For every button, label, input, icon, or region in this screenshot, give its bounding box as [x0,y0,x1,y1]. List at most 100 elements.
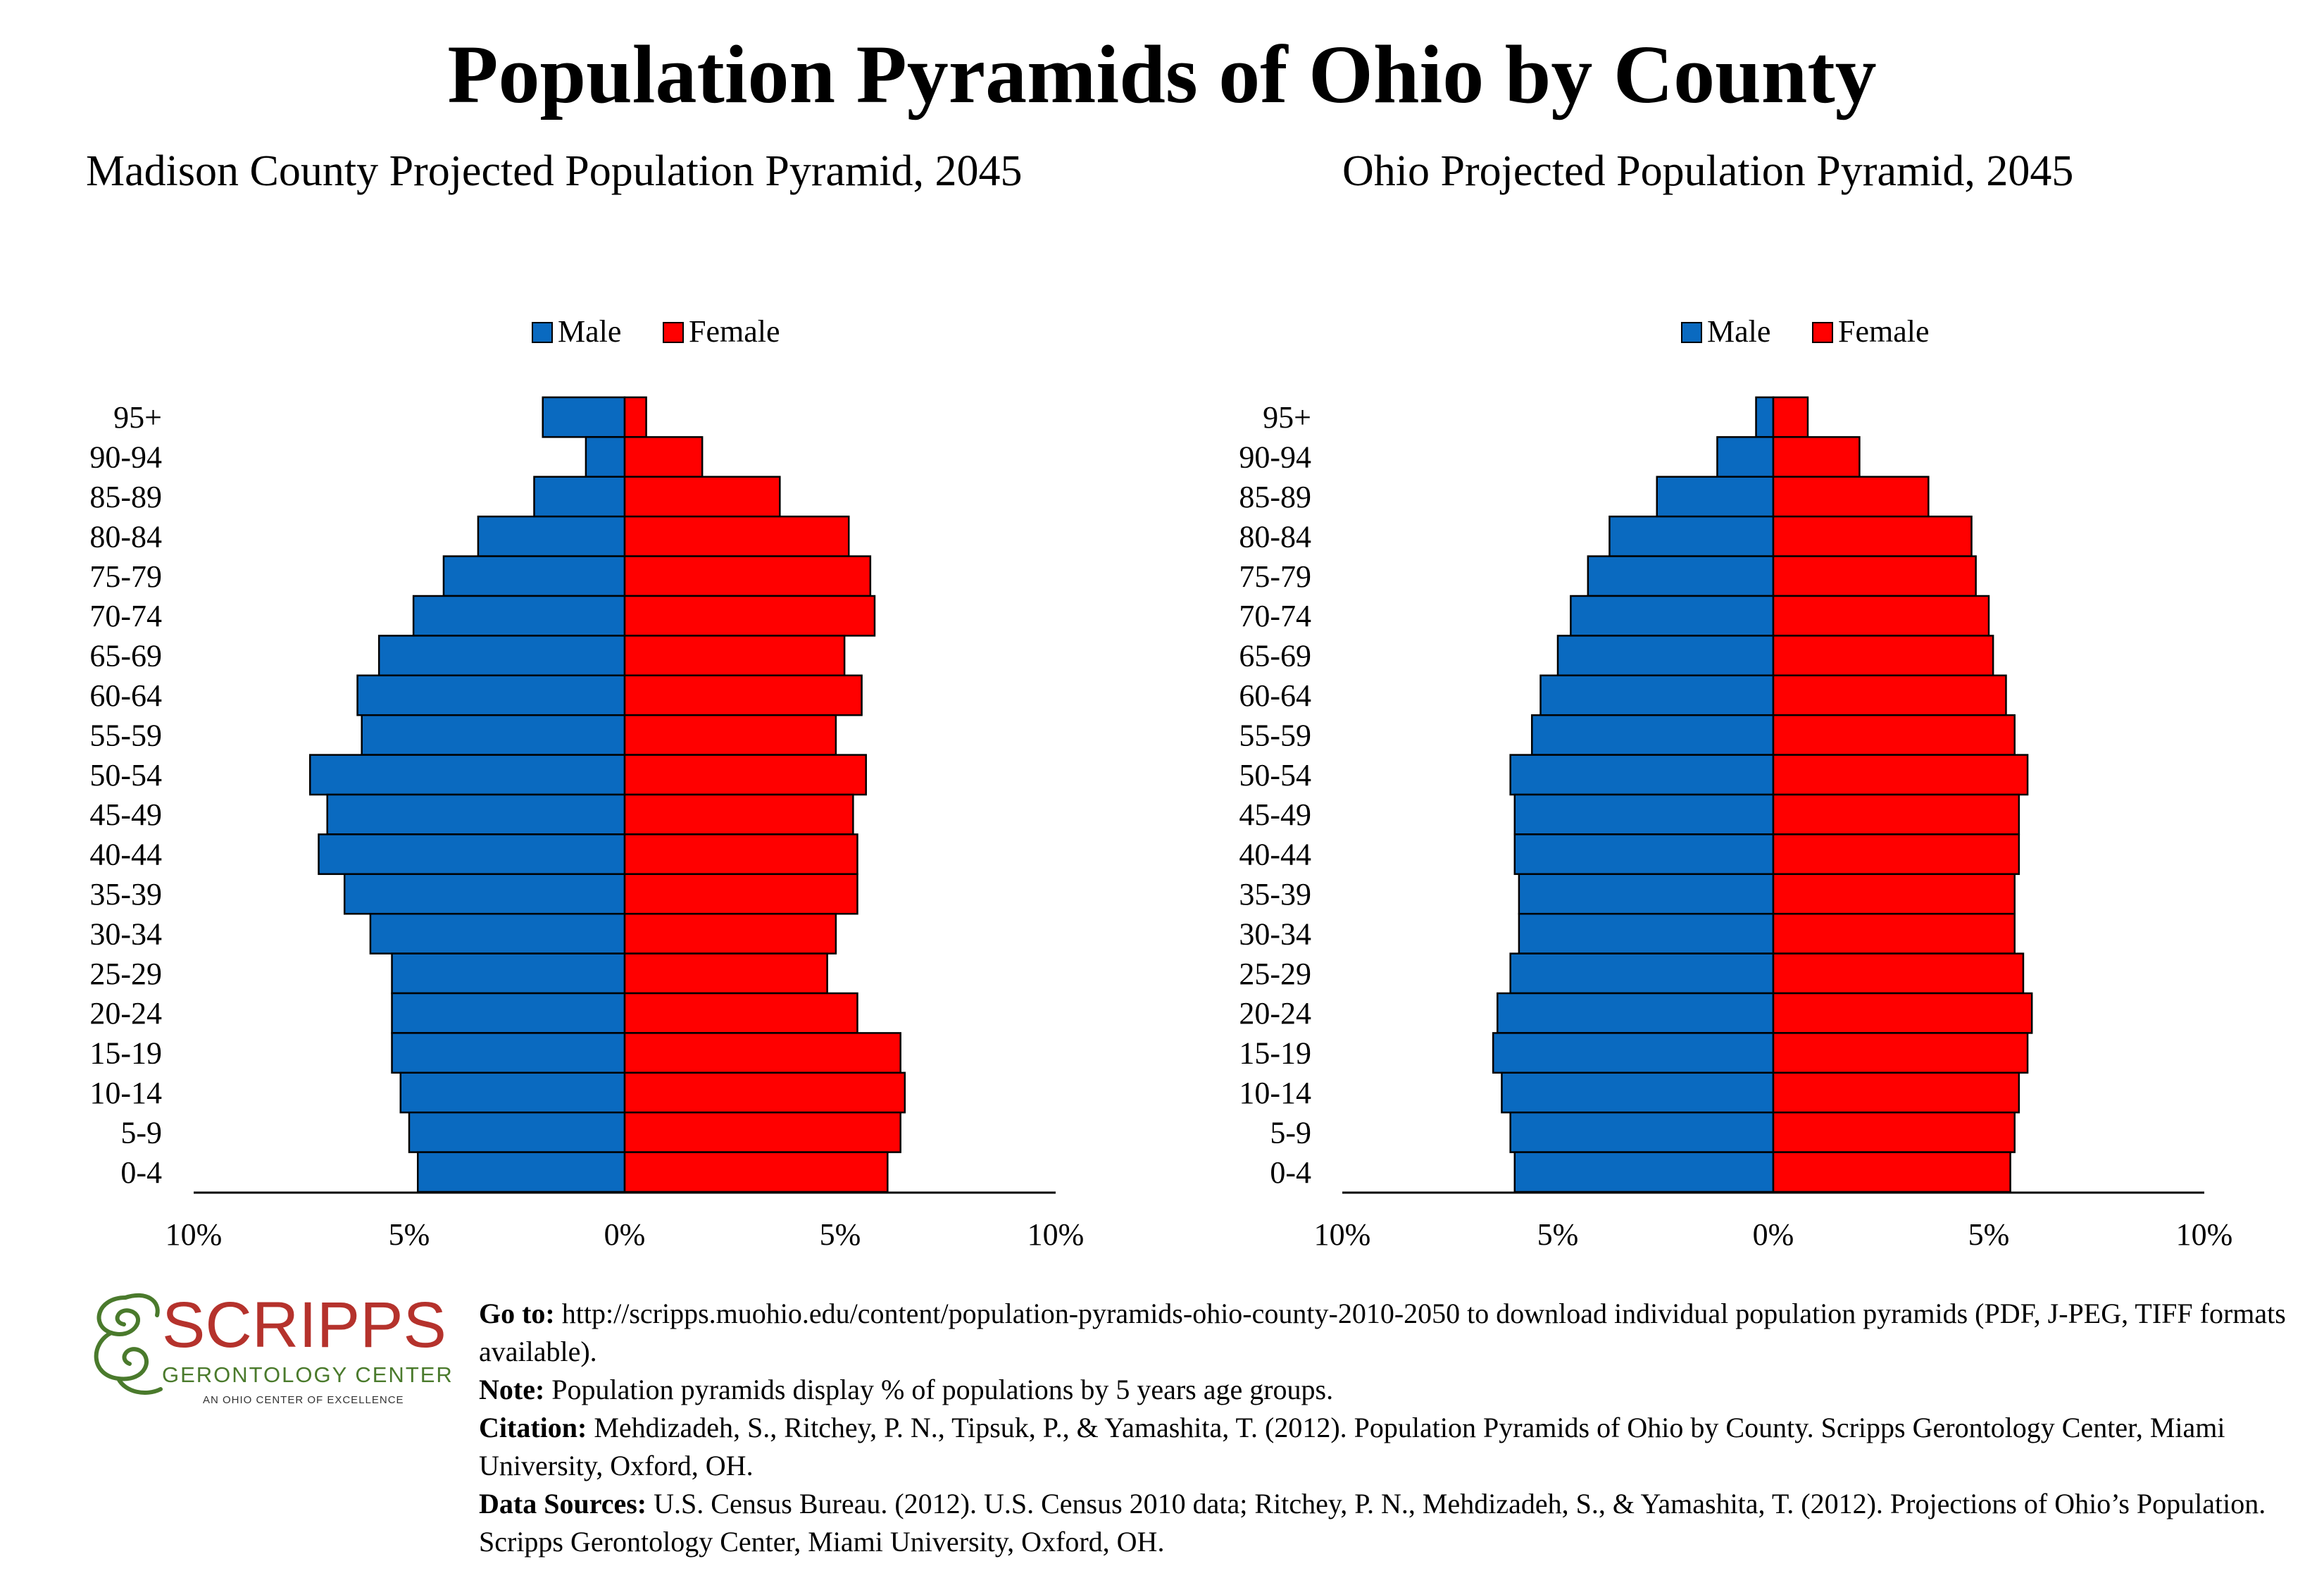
bar-male-40-44 [1513,833,1775,876]
bar-female-70-74 [1772,595,1990,637]
bar-male-45-49 [1513,793,1775,835]
bar-female-80-84 [623,515,850,557]
madison-legend: Male Female [532,314,780,349]
age-label-90-94: 90-94 [89,440,162,475]
main-title: Population Pyramids of Ohio by County [447,28,1877,120]
age-label-95+: 95+ [113,400,162,435]
footer-citation: Citation: Mehdizadeh, S., Ritchey, P. N.… [479,1412,2225,1481]
madison-pyramid-chart: Male Female 95+ 90-94 85-89 80-84 75-79 70-74 65… [89,314,1085,1252]
age-label-75-79: 75-79 [89,559,162,594]
bar-male-45-49 [326,793,626,835]
age-label-60-64: 60-64 [89,678,162,713]
legend-male-label: Male [1707,314,1770,349]
legend-female-label: Female [1838,314,1930,349]
goto-url-text: http://scripps.muohio.edu/content/popula… [479,1298,2286,1367]
bar-male-55-59 [361,714,626,756]
x-tick-label: 5% [1537,1217,1579,1252]
bar-male-30-34 [369,912,626,955]
age-label-20-24: 20-24 [89,996,162,1031]
footer-goto: Go to: http://scripps.muohio.edu/content… [479,1298,2286,1367]
bar-male-35-39 [1518,873,1775,915]
age-label-40-44: 40-44 [89,838,162,872]
legend-male-label: Male [558,314,621,349]
bar-male-20-24 [391,992,626,1034]
ohio-chart-title: Ohio Projected Population Pyramid, 2045 [1342,147,2074,195]
bar-female-30-34 [623,912,837,955]
age-label-70-74: 70-74 [1239,599,1311,633]
bar-male-20-24 [1497,992,1775,1034]
age-label-10-14: 10-14 [1239,1076,1311,1110]
x-tick-label: 10% [1314,1217,1371,1252]
bar-female-15-19 [1772,1032,2029,1074]
x-tick-label: 5% [820,1217,861,1252]
bar-female-20-24 [623,992,858,1034]
bar-male-85-89 [1656,476,1775,518]
bar-male-90-94 [1716,436,1775,478]
age-label-85-89: 85-89 [1239,480,1311,514]
age-label-40-44: 40-44 [1239,838,1311,872]
logo-name: SCRIPPS [162,1289,446,1361]
age-label-45-49: 45-49 [1239,797,1311,832]
age-label-55-59: 55-59 [1239,718,1311,752]
bar-male-15-19 [1492,1032,1775,1074]
x-tick-label: 0% [604,1217,646,1252]
ohio-legend: Male Female [1681,314,1930,349]
bar-male-80-84 [1608,515,1775,557]
ohio-pyramid-chart: Male Female 95+ 90-94 85-89 80-84 75-79 70-74 65… [1239,314,2233,1252]
bar-male-10-14 [399,1071,626,1114]
age-label-85-89: 85-89 [89,480,162,514]
x-tick-label: 10% [165,1217,223,1252]
legend-female-label: Female [689,314,780,349]
bar-male-70-74 [412,595,626,637]
age-label-5-9: 5-9 [120,1115,162,1150]
bar-female-60-64 [623,674,863,716]
bar-male-95+ [1755,396,1775,438]
x-tick-label: 10% [1027,1217,1085,1252]
legend-male-swatch [1681,322,1702,343]
bar-male-65-69 [1556,635,1775,677]
age-label-15-19: 15-19 [89,1036,162,1071]
bar-female-55-59 [1772,714,2016,756]
bar-male-10-14 [1501,1071,1775,1114]
age-label-15-19: 15-19 [1239,1036,1311,1071]
age-label-50-54: 50-54 [1239,758,1311,792]
footer-note: Note: Population pyramids display % of p… [479,1374,1334,1405]
age-label-45-49: 45-49 [89,797,162,832]
footer-sources: Data Sources: U.S. Census Bureau. (2012)… [479,1488,2266,1558]
bar-female-45-49 [623,793,854,835]
age-label-60-64: 60-64 [1239,678,1311,713]
bar-female-5-9 [1772,1111,2016,1153]
legend-female-swatch [663,322,684,343]
age-label-25-29: 25-29 [1239,957,1311,991]
scripps-logo: SCRIPPS GERONTOLOGY CENTER AN OHIO CENTE… [94,1289,452,1406]
age-label-30-34: 30-34 [89,916,162,951]
bar-male-0-4 [416,1151,626,1193]
bar-male-30-34 [1518,912,1775,955]
age-label-0-4: 0-4 [120,1155,162,1190]
bar-female-80-84 [1772,515,1973,557]
bar-female-60-64 [1772,674,2007,716]
bar-female-45-49 [1772,793,2020,835]
age-label-95+: 95+ [1263,400,1311,435]
bar-female-75-79 [623,555,872,597]
bar-female-70-74 [623,595,876,637]
bar-female-35-39 [1772,873,2016,915]
bar-female-10-14 [623,1071,906,1114]
bar-female-0-4 [623,1151,889,1193]
bar-female-40-44 [1772,833,2020,876]
bar-female-10-14 [1772,1071,2020,1114]
age-label-35-39: 35-39 [89,877,162,912]
x-tick-label: 10% [2176,1217,2233,1252]
bar-female-5-9 [623,1111,901,1153]
bar-female-50-54 [1772,754,2029,796]
madison-chart-title: Madison County Projected Population Pyra… [86,147,1023,195]
age-label-65-69: 65-69 [89,639,162,673]
age-label-65-69: 65-69 [1239,639,1311,673]
bar-male-25-29 [1509,952,1775,995]
bar-female-65-69 [1772,635,1994,677]
age-label-80-84: 80-84 [1239,519,1311,554]
age-label-5-9: 5-9 [1270,1115,1311,1150]
age-label-35-39: 35-39 [1239,877,1311,912]
bar-female-85-89 [1772,476,1930,518]
age-label-20-24: 20-24 [1239,996,1311,1031]
